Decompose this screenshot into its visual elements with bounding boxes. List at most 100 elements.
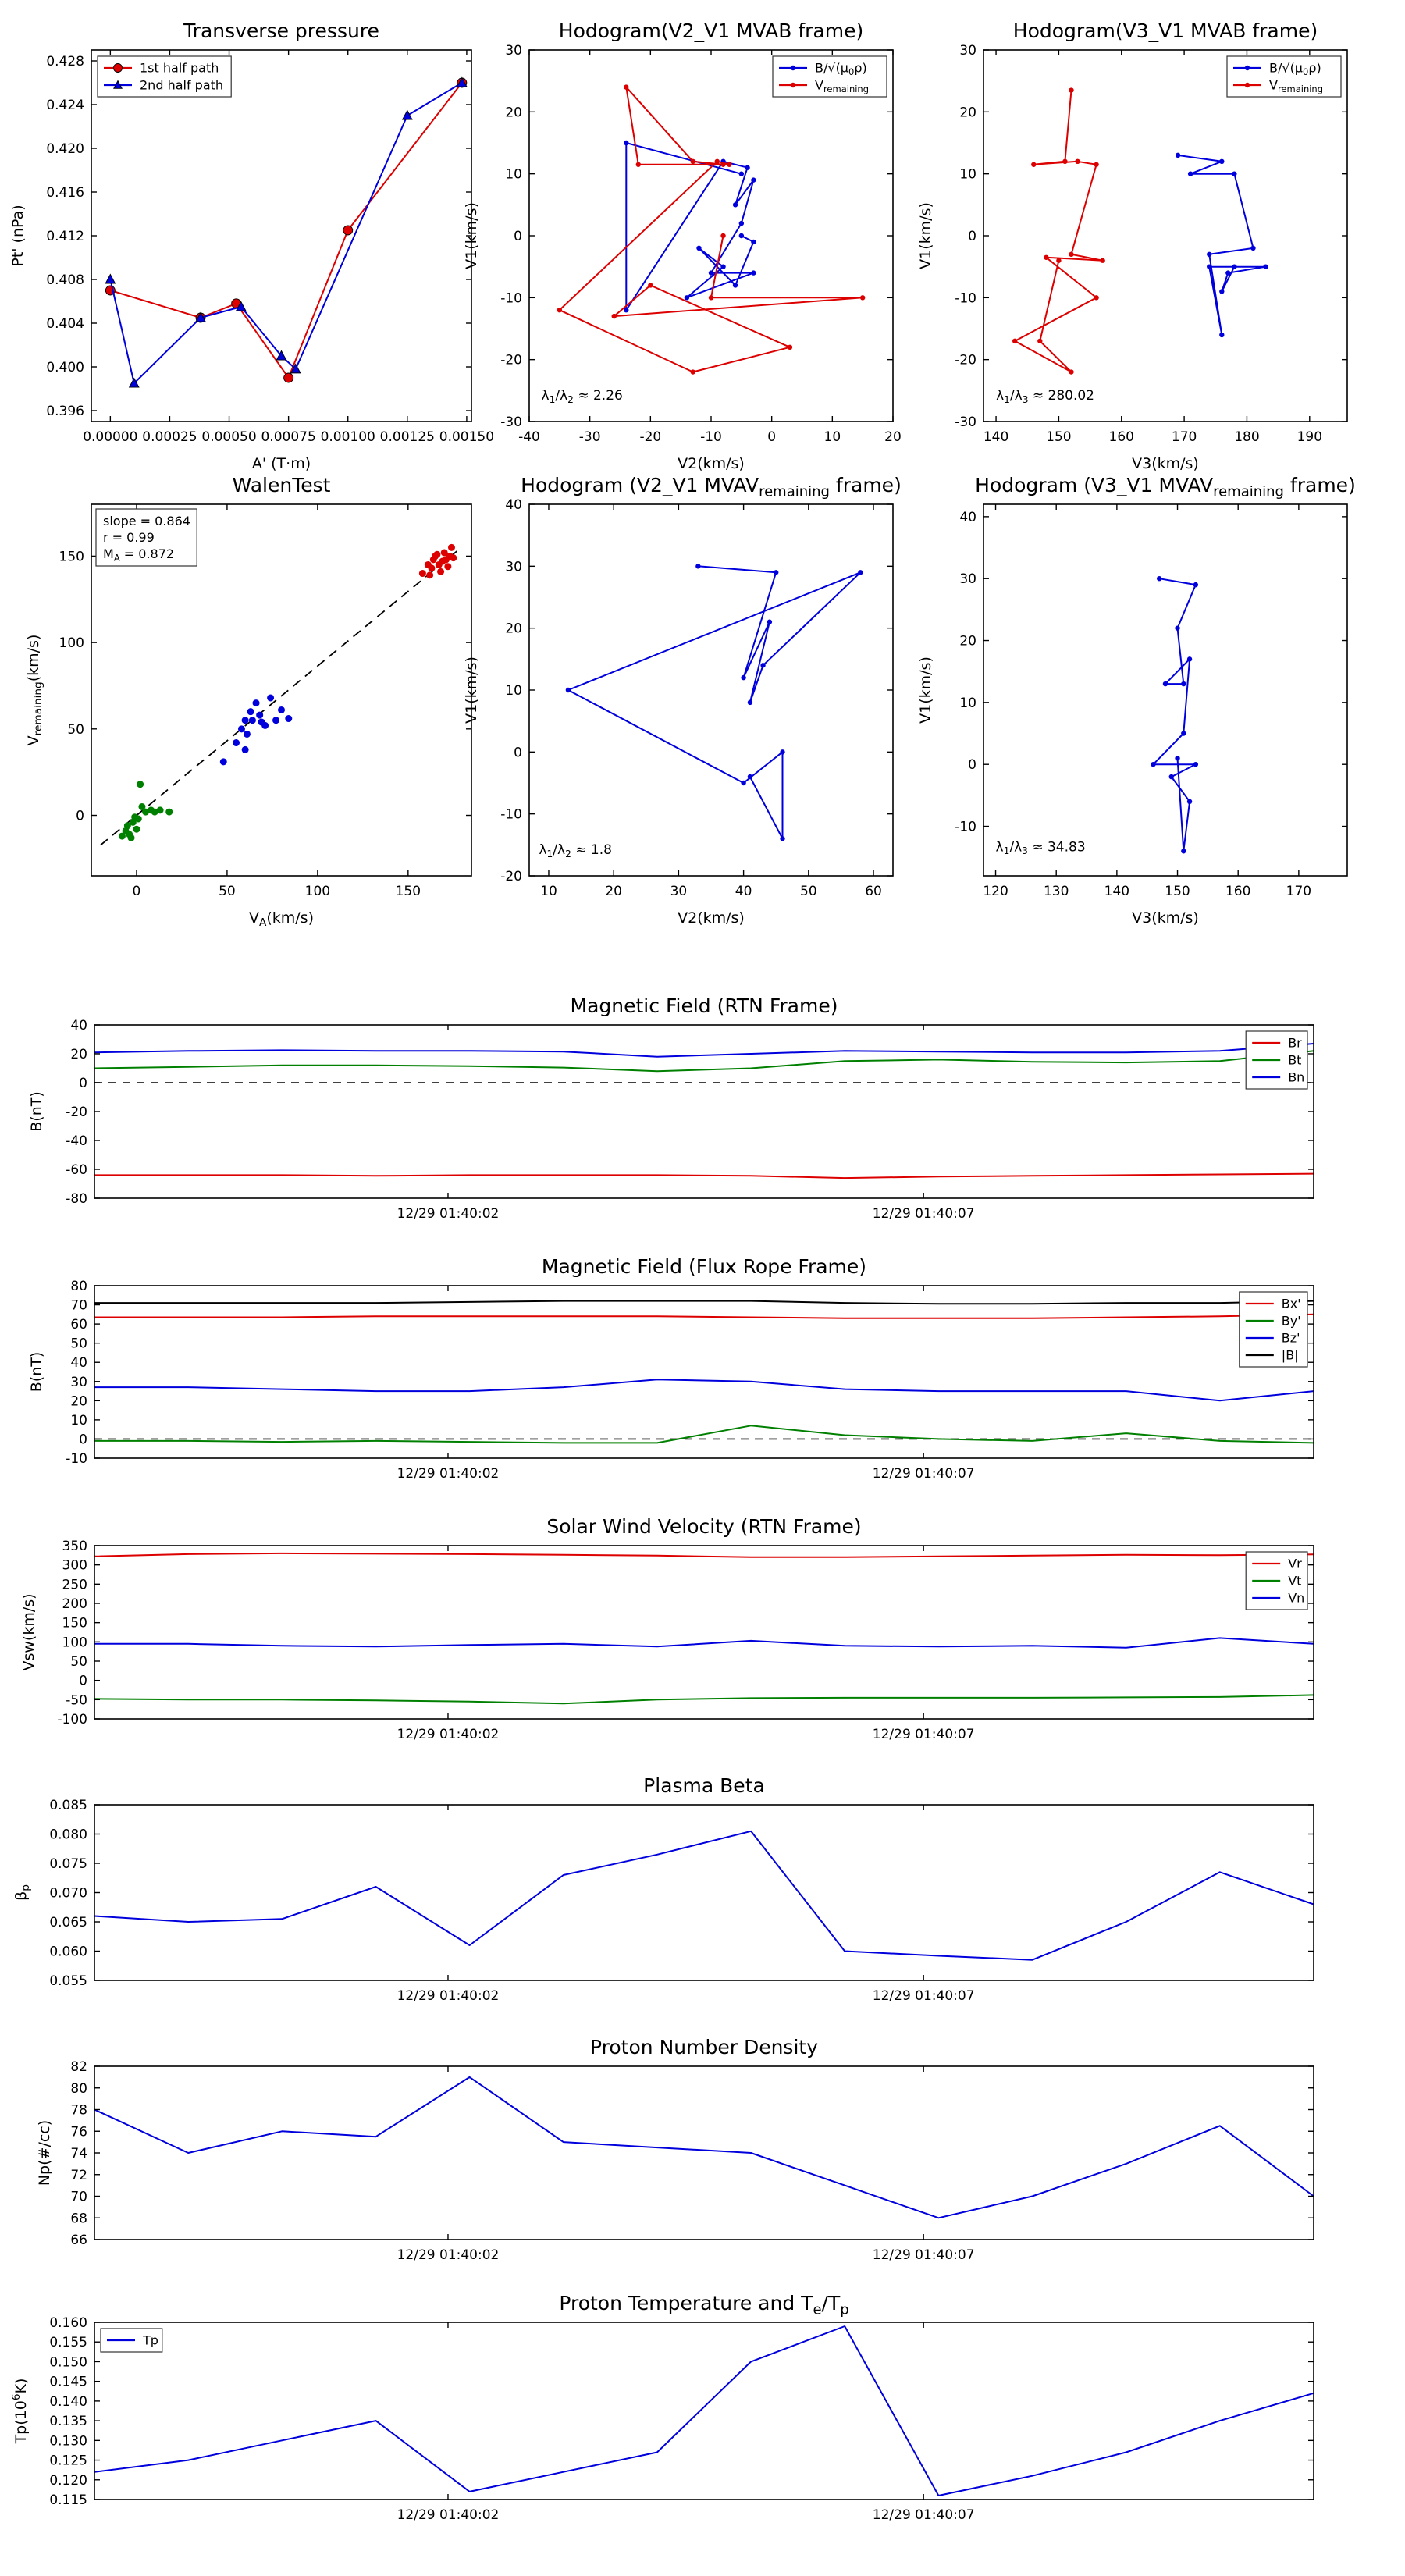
x-tick-label: 0.00075 (261, 429, 315, 445)
y-tick-label: 0.145 (49, 2375, 87, 2390)
y-axis-label: V1(km/s) (463, 656, 480, 724)
y-tick-label: -80 (66, 1191, 87, 1207)
x-axis-label: VA(km/s) (249, 909, 314, 929)
x-tick-label: -10 (700, 429, 722, 445)
x-tick-label: 0.00125 (380, 429, 435, 445)
series-Br (94, 1172, 1314, 1179)
y-tick-label: 68 (70, 2211, 87, 2226)
marker-dot (252, 699, 260, 707)
marker-dot (695, 564, 701, 569)
marker-dot (1186, 656, 1193, 662)
annotation: λ1/λ3 ≈ 280.02 (996, 388, 1094, 405)
y-axis: 0 50 100 150 (59, 549, 471, 824)
chart-title: Hodogram (V3_V1 MVAVremaining frame) (975, 474, 1356, 500)
plot-background (984, 50, 1347, 422)
axes-frame (983, 503, 1348, 877)
x-tick-label: 12/29 01:40:02 (397, 2507, 500, 2523)
marker-dot (1157, 576, 1162, 582)
y-axis-label: Vremaining(km/s) (25, 635, 44, 746)
marker-dot (1100, 258, 1105, 263)
y-tick-label: -20 (66, 1105, 87, 1120)
series-1 (118, 781, 173, 841)
chart-plasma-beta: 12/29 01:40:02 12/29 01:40:07 0.055 0.060 0.… (12, 1774, 1314, 2004)
x-axis: 120 130 140 150 160 170 (983, 504, 1311, 899)
y-tick-label: 66 (70, 2233, 87, 2248)
marker-triangle (113, 80, 123, 89)
x-tick-label: 12/29 01:40:07 (873, 1988, 975, 2004)
y-axis-label: Vsw(km/s) (20, 1593, 37, 1670)
y-tick-label: 20 (70, 1393, 87, 1409)
y-tick-label: 0 (79, 1076, 87, 1091)
y-tick-label: 50 (70, 1654, 87, 1670)
marker-dot (142, 808, 150, 816)
y-tick-label: 0 (76, 809, 84, 824)
y-tick-label: -30 (500, 415, 522, 430)
x-axis: 10 20 30 40 50 60 (540, 504, 882, 899)
x-tick-label: 12/29 01:40:07 (873, 2247, 975, 2263)
y-tick-label: 150 (62, 1616, 87, 1631)
chart-title: Hodogram (V2_V1 MVAVremaining frame) (521, 474, 902, 500)
chart-title: Hodogram(V3_V1 MVAB frame) (1013, 20, 1318, 42)
y-tick-label: -40 (66, 1133, 87, 1149)
series-3 (418, 543, 457, 579)
series-Bn (94, 1043, 1314, 1058)
y-axis-label: B(nT) (28, 1091, 45, 1132)
y-tick-label: 0.428 (46, 54, 84, 69)
x-tick-label: 50 (800, 884, 817, 899)
x-axis-label: V2(km/s) (678, 455, 745, 472)
y-axis-label: V1(km/s) (463, 202, 480, 269)
chart-title: Magnetic Field (Flux Rope Frame) (542, 1255, 866, 1278)
marker-dot (774, 570, 779, 575)
x-tick-label: 100 (305, 884, 330, 899)
y-tick-label: 20 (505, 621, 522, 637)
annotation: λ1/λ2 ≈ 1.8 (539, 842, 611, 859)
marker-dot (751, 270, 756, 276)
marker-dot (440, 549, 448, 557)
marker-dot (426, 571, 434, 579)
legend-label: Bn (1288, 1070, 1304, 1085)
y-tick-label: -20 (500, 353, 522, 368)
legend: Vr Vt Vn (1245, 1551, 1308, 1610)
y-tick-label: 30 (70, 1375, 87, 1390)
x-tick-label: 120 (983, 884, 1008, 899)
marker-dot (751, 177, 756, 183)
marker-dot (557, 308, 563, 313)
x-tick-label: 0 (133, 884, 141, 899)
marker-dot (433, 550, 441, 558)
marker-dot (1031, 162, 1037, 167)
y-tick-label: 0.420 (46, 141, 84, 157)
x-tick-label: 0.00100 (321, 429, 375, 445)
chart-solar-wind-velocity: 12/29 01:40:02 12/29 01:40:07 -100 -50 0 50 10… (20, 1515, 1314, 1742)
marker-dot (1094, 295, 1099, 301)
x-axis-label: V3(km/s) (1132, 909, 1199, 927)
marker-dot (138, 802, 146, 810)
y-tick-label: 0.424 (46, 98, 84, 113)
y-tick-label: 250 (62, 1577, 87, 1592)
y-tick-label: 0.135 (49, 2414, 87, 2429)
chart-hodogram-v2v1-mvav: 10 20 30 40 50 60 -20 -10 0 10 20 30 40 Hodogram (V2_… (463, 474, 902, 927)
marker-dot (738, 233, 745, 239)
series-Tp (94, 2325, 1314, 2496)
y-tick-label: 150 (59, 549, 84, 564)
marker-dot (738, 171, 745, 176)
x-tick-label: 12/29 01:40:07 (873, 1727, 975, 1742)
chart-title: Proton Number Density (590, 2036, 818, 2058)
plot-proton-temperature: 12/29 01:40:02 12/29 01:40:070.1150.1200.… (10, 2292, 1314, 2523)
annotation: λ1/λ2 ≈ 2.26 (542, 388, 623, 405)
y-tick-label: 50 (67, 722, 84, 738)
marker-circle (343, 225, 354, 236)
marker-dot (123, 822, 131, 830)
axes-frame (94, 1545, 1314, 1720)
x-tick-label: 40 (735, 884, 752, 899)
chart-title: Magnetic Field (RTN Frame) (571, 994, 838, 1017)
marker-dot (1232, 171, 1237, 176)
y-tick-label: -50 (66, 1692, 87, 1708)
series-0 (565, 564, 863, 841)
y-tick-label: 30 (505, 559, 522, 575)
marker-dot (1186, 799, 1193, 804)
y-tick-label: 0.408 (46, 272, 84, 288)
series-0 (1151, 576, 1199, 854)
marker-dot (1225, 270, 1231, 276)
legend-label: B/√(μ0ρ) (815, 61, 867, 78)
y-tick-label: 0.404 (46, 316, 84, 332)
